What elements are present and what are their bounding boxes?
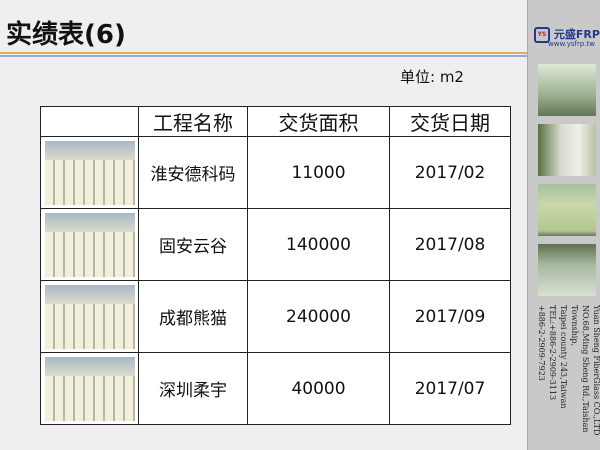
table-row: 固安云谷 140000 2017/08 [40, 208, 511, 281]
project-area: 140000 [247, 208, 390, 281]
project-date: 2017/07 [389, 352, 511, 425]
projects-table: 工程名称 交货面积 交货日期 淮安德科码 11000 2017/02 固安云谷 140… [40, 106, 511, 425]
sidebar-photo [538, 64, 596, 116]
sidebar-photo [538, 124, 596, 176]
project-date: 2017/09 [389, 280, 511, 353]
header-photo [40, 106, 139, 137]
project-photo [44, 140, 135, 205]
project-name: 淮安德科码 [138, 136, 248, 209]
header-date: 交货日期 [389, 106, 511, 137]
company-address: Yuan Sheng FiberGlass CO.,LTD NO.68,Ming … [537, 305, 600, 436]
project-photo [44, 212, 135, 277]
project-name: 成都熊猫 [138, 280, 248, 353]
sidebar-photo [538, 184, 596, 236]
table-row: 深圳柔宇 40000 2017/07 [40, 352, 511, 425]
divider-blue [0, 55, 527, 57]
project-photo [44, 284, 135, 349]
table-header: 工程名称 交货面积 交货日期 [40, 106, 511, 137]
project-photo [44, 356, 135, 421]
company-website: www.ysfrp.tw [548, 40, 596, 48]
project-name: 固安云谷 [138, 208, 248, 281]
sidebar-photo [538, 244, 596, 296]
project-date: 2017/02 [389, 136, 511, 209]
header-name: 工程名称 [138, 106, 248, 137]
company-sidebar: YS 元盛FRP www.ysfrp.tw Yuan Sheng FiberGl… [527, 0, 600, 450]
project-date: 2017/08 [389, 208, 511, 281]
table-row: 淮安德科码 11000 2017/02 [40, 136, 511, 209]
company-logo: YS 元盛FRP [534, 26, 600, 43]
header-area: 交货面积 [247, 106, 390, 137]
project-area: 11000 [247, 136, 390, 209]
unit-label: 单位: m2 [400, 68, 464, 86]
project-name: 深圳柔宇 [138, 352, 248, 425]
project-area: 240000 [247, 280, 390, 353]
table-row: 成都熊猫 240000 2017/09 [40, 280, 511, 353]
project-area: 40000 [247, 352, 390, 425]
slide-title: 实绩表(6) [6, 20, 126, 50]
divider-orange [0, 52, 527, 54]
